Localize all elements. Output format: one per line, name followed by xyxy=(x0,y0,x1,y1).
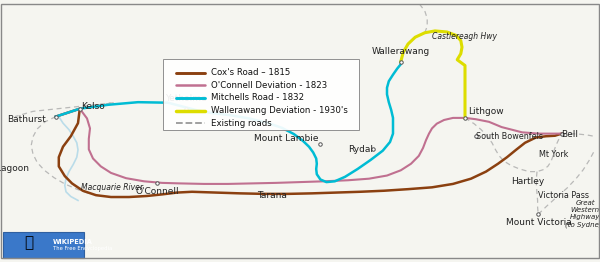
Text: Yetholme: Yetholme xyxy=(165,95,207,103)
Text: The Free Encyclopedia: The Free Encyclopedia xyxy=(53,246,112,251)
Text: Bell: Bell xyxy=(562,130,578,139)
FancyBboxPatch shape xyxy=(163,59,359,130)
Text: Lagoon: Lagoon xyxy=(0,165,29,173)
Text: O'Connell: O'Connell xyxy=(136,187,179,195)
Text: Mt York: Mt York xyxy=(539,150,568,159)
Text: Tarana: Tarana xyxy=(257,191,287,200)
Text: O'Connell Deviation - 1823: O'Connell Deviation - 1823 xyxy=(211,81,327,90)
Text: Wallerawang Deviation - 1930's: Wallerawang Deviation - 1930's xyxy=(211,106,347,115)
Text: South Bowenfels: South Bowenfels xyxy=(476,132,543,141)
Text: 🌐: 🌐 xyxy=(24,235,34,250)
Text: Hartley: Hartley xyxy=(511,177,545,186)
Text: Castlereagh Hwy: Castlereagh Hwy xyxy=(432,32,497,41)
Text: Great
Western
Highway
(to Sydney): Great Western Highway (to Sydney) xyxy=(565,200,600,228)
Text: Mount Victoria: Mount Victoria xyxy=(506,218,572,227)
FancyBboxPatch shape xyxy=(3,232,84,258)
Text: Lithgow: Lithgow xyxy=(468,107,503,116)
Text: Bathurst: Bathurst xyxy=(7,115,46,124)
Text: Macquarie River: Macquarie River xyxy=(81,183,143,192)
Text: Wallerawang: Wallerawang xyxy=(371,47,430,56)
Text: Mount Lambie: Mount Lambie xyxy=(254,134,318,143)
Text: Rydal: Rydal xyxy=(348,145,373,154)
Text: Mitchells Road - 1832: Mitchells Road - 1832 xyxy=(211,94,304,102)
Text: WIKIPEDIA: WIKIPEDIA xyxy=(53,239,92,244)
Text: Existing roads: Existing roads xyxy=(211,119,271,128)
Text: Kelso: Kelso xyxy=(81,102,105,111)
Text: Cox's Road – 1815: Cox's Road – 1815 xyxy=(211,68,290,77)
Text: Victoria Pass: Victoria Pass xyxy=(538,191,589,200)
